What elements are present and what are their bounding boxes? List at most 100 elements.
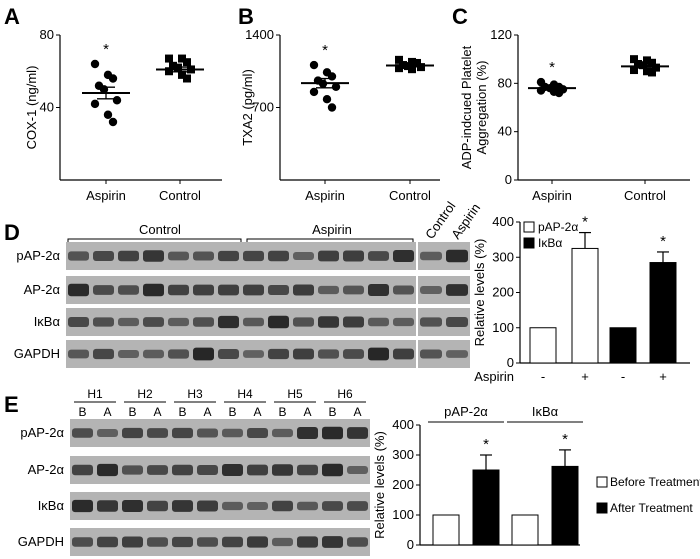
txa2-y-axis-label: TXA2 (pg/ml) — [240, 69, 255, 146]
blot-e-band — [122, 465, 143, 475]
blot-e-band — [147, 500, 168, 512]
legend-e-label: Before Treatment — [610, 475, 700, 489]
legend-d-swatch — [523, 221, 535, 233]
blot-subject-label: H3 — [187, 387, 203, 401]
blot-d-main-band — [168, 251, 189, 261]
bar-e-bar — [432, 514, 460, 546]
blot-d-main-band — [193, 284, 214, 296]
blot-d-main-band — [68, 349, 89, 359]
blot-d-main-band — [93, 317, 114, 327]
cox1-point — [90, 59, 100, 69]
aggregation-ytick-label: 0 — [505, 172, 512, 187]
blot-group-bracket — [246, 238, 414, 243]
txa2-ytick-label: 700 — [252, 100, 274, 115]
bar-chart-d: 0 100 200 300 400 Relative levels (%) * * pAP-2α… — [472, 214, 690, 384]
txa2-point — [327, 103, 337, 112]
blot-row-label: pAP-2α — [20, 425, 64, 440]
scatter-chart-cox1: 40 80 COX-1 (ng/ml) Aspirin * Control — [24, 27, 222, 203]
blot-e-band — [272, 428, 293, 438]
cox1-xtick-label: Aspirin — [86, 188, 126, 203]
cox1-point — [108, 117, 118, 127]
blot-e-band — [222, 463, 243, 477]
blot-e-band — [272, 537, 293, 547]
cox1-point — [165, 67, 173, 76]
blot-row-label: IκBα — [38, 498, 65, 513]
blot-e-band — [172, 536, 193, 548]
blot-e-band — [72, 499, 93, 513]
legend-d-label: IκBα — [538, 236, 562, 250]
aggregation-point — [630, 55, 638, 64]
aggregation-point — [643, 56, 651, 65]
blot-e-band — [197, 464, 218, 476]
blot-d-main-band — [243, 284, 264, 296]
bar-e-bar — [511, 514, 539, 546]
blot-lane-label: A — [103, 405, 111, 419]
blot-e-band — [222, 501, 243, 511]
blot-d-side-band — [420, 349, 442, 359]
txa2-point — [413, 58, 421, 67]
bar-d-x-sign: + — [659, 369, 667, 384]
bar-e-group-label: IκBα — [532, 404, 559, 419]
cox1-ytick-label: 40 — [40, 100, 54, 115]
blot-d-main-band — [368, 317, 389, 327]
blot-d-main-band — [168, 349, 189, 359]
cox1-point — [183, 58, 191, 67]
txa2-point — [408, 65, 416, 74]
blot-e-band — [147, 537, 168, 547]
aggregation-ytick-label: 120 — [490, 27, 512, 42]
blot-e-band — [122, 427, 143, 439]
blot-d-side-band — [446, 350, 468, 358]
legend-e-label: After Treatment — [610, 501, 693, 515]
bar-d-x-row-label: Aspirin — [474, 369, 514, 384]
blot-e-band — [72, 537, 93, 547]
blot-e-band — [247, 464, 268, 476]
bar-e-bar — [551, 465, 579, 546]
blot-d-main-band — [218, 284, 239, 296]
blot-e-band — [72, 428, 93, 438]
panel-label-e: E — [4, 392, 19, 417]
blot-row-label: AP-2α — [24, 282, 61, 297]
aggregation-point — [634, 60, 642, 68]
blot-d-main-band — [118, 317, 139, 327]
blot-d-main-band — [393, 285, 414, 295]
blot-e-band — [272, 500, 293, 512]
cox1-point — [112, 96, 122, 105]
bar-e-group-label: pAP-2α — [444, 404, 488, 419]
blot-d-main-band — [318, 349, 339, 359]
blot-d-main-band — [218, 349, 239, 359]
blot-d-main-band — [68, 317, 89, 327]
panel-label-d: D — [4, 220, 20, 245]
blot-e-band — [272, 464, 293, 476]
txa2-point — [417, 63, 425, 72]
bar-d-bar — [571, 247, 599, 364]
bar-d-ytick-label: 400 — [492, 214, 514, 229]
blot-e-band — [297, 501, 318, 511]
txa2-ytick-label: 1400 — [245, 27, 274, 42]
aggregation-xtick-label: Aspirin — [532, 188, 572, 203]
blot-d-side-band — [420, 317, 442, 327]
blot-lane-label: A — [353, 405, 361, 419]
blot-d-main-band — [343, 285, 364, 295]
blot-lane-label: B — [328, 405, 336, 419]
legend-d-label: pAP-2α — [538, 220, 578, 234]
blot-d-main-band — [293, 284, 314, 296]
blot-d-side-band — [446, 249, 468, 263]
blot-d-main-band — [318, 316, 339, 328]
blot-d-main-band — [393, 348, 414, 360]
blot-d-main-band — [393, 317, 414, 327]
western-blot-d: Control Aspirin ControlAspirinpAP-2αAP-2αI… — [14, 199, 483, 368]
blot-subject-label: H6 — [337, 387, 353, 401]
blot-e-band — [147, 428, 168, 438]
cox1-point — [183, 74, 191, 83]
panel-label-a: A — [4, 4, 20, 29]
blot-d-main-band — [143, 317, 164, 327]
blot-e-band — [297, 464, 318, 476]
aggregation-ytick-label: 80 — [498, 75, 512, 90]
aggregation-point — [648, 58, 656, 67]
blot-e-band — [347, 537, 368, 547]
blot-e-band — [247, 427, 268, 439]
cox1-ytick-label: 80 — [40, 27, 54, 42]
bar-d-x-sign: - — [541, 369, 545, 384]
blot-e-band — [197, 428, 218, 438]
blot-e-band — [147, 465, 168, 475]
